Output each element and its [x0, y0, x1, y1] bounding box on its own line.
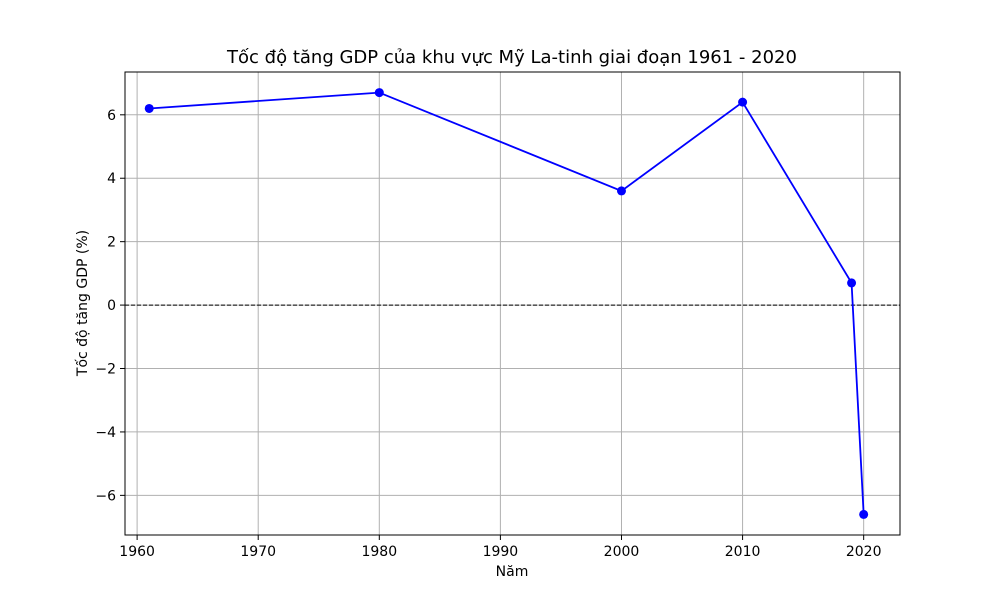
y-axis-label: Tốc độ tăng GDP (%): [74, 230, 91, 377]
x-tick-label: 1960: [119, 544, 155, 560]
data-point: [374, 88, 384, 98]
y-axis: −6 −4 −2 0 2 4 6: [95, 108, 125, 504]
x-tick-label: 1990: [483, 544, 519, 560]
y-tick-label: 0: [107, 298, 116, 314]
x-axis-label: Năm: [496, 564, 529, 580]
y-tick-label: −6: [95, 488, 116, 504]
data-point: [847, 278, 857, 288]
x-tick-label: 1980: [361, 544, 397, 560]
series-line: [149, 91, 865, 515]
series-group: [144, 88, 869, 519]
grid: [125, 72, 900, 535]
plot-frame: [124, 71, 901, 536]
y-tick-label: 2: [107, 235, 116, 251]
data-point: [616, 186, 626, 196]
data-point: [144, 103, 154, 113]
data-point: [738, 97, 748, 107]
y-tick-label: 6: [107, 108, 116, 124]
x-tick-label: 2000: [604, 544, 640, 560]
x-tick-label: 2020: [846, 544, 882, 560]
data-point: [859, 509, 869, 519]
y-tick-label: 4: [107, 171, 116, 187]
chart-title: Tốc độ tăng GDP của khu vực Mỹ La-tinh g…: [226, 47, 797, 68]
x-tick-label: 2010: [725, 544, 761, 560]
x-axis: 1960 1970 1980 1990 2000 2010 2020: [119, 535, 881, 560]
y-tick-label: −2: [95, 362, 116, 378]
y-tick-label: −4: [95, 425, 116, 441]
x-tick-label: 1970: [240, 544, 276, 560]
